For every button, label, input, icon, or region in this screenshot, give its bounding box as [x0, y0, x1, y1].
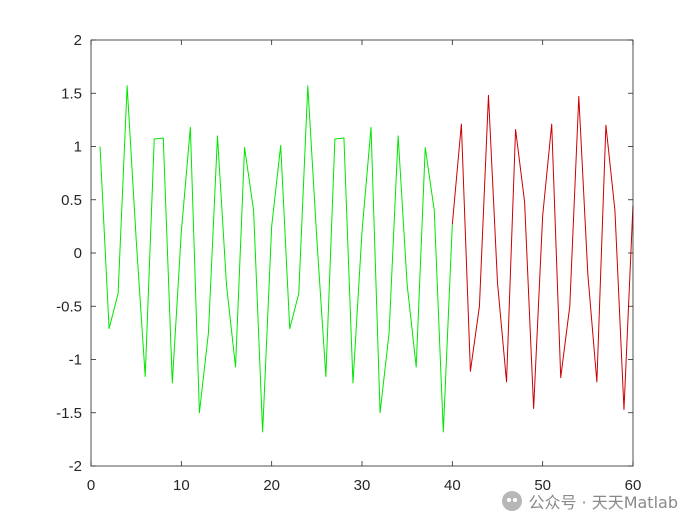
x-tick-label: 40 [444, 477, 461, 494]
y-tick-label: 0 [74, 245, 82, 262]
y-tick-label: 0.5 [61, 192, 82, 209]
watermark-text: 公众号 · 天天Matlab [528, 493, 678, 512]
y-tick-label: -1.5 [56, 405, 82, 422]
y-tick-label: 1 [74, 139, 82, 156]
y-tick-label: 2 [74, 32, 82, 49]
series-line-2 [451, 94, 634, 411]
x-tick-label: 20 [263, 477, 280, 494]
wechat-icon [502, 491, 523, 511]
y-tick-label: 1.5 [61, 85, 82, 102]
x-tick-label: 60 [625, 477, 642, 494]
axes-layer: 0 10 20 30 40 50 60 -2 -1.5 -1 -0.5 0 0.5 1 1.5 2 [56, 32, 641, 494]
watermark: 公众号 · 天天Matlab [502, 489, 678, 513]
x-tick-label: 10 [173, 477, 190, 494]
x-tick-label: 0 [87, 477, 95, 494]
series-line-1 [99, 85, 453, 433]
y-tick-label: -2 [69, 458, 82, 475]
y-tick-label: -0.5 [56, 298, 82, 315]
y-tick-label: -1 [69, 352, 82, 369]
x-tick-label: 30 [354, 477, 371, 494]
plot-area [91, 40, 633, 466]
plot-background [91, 40, 633, 466]
x-tick-label: 50 [534, 477, 551, 494]
series-layer [99, 85, 634, 433]
